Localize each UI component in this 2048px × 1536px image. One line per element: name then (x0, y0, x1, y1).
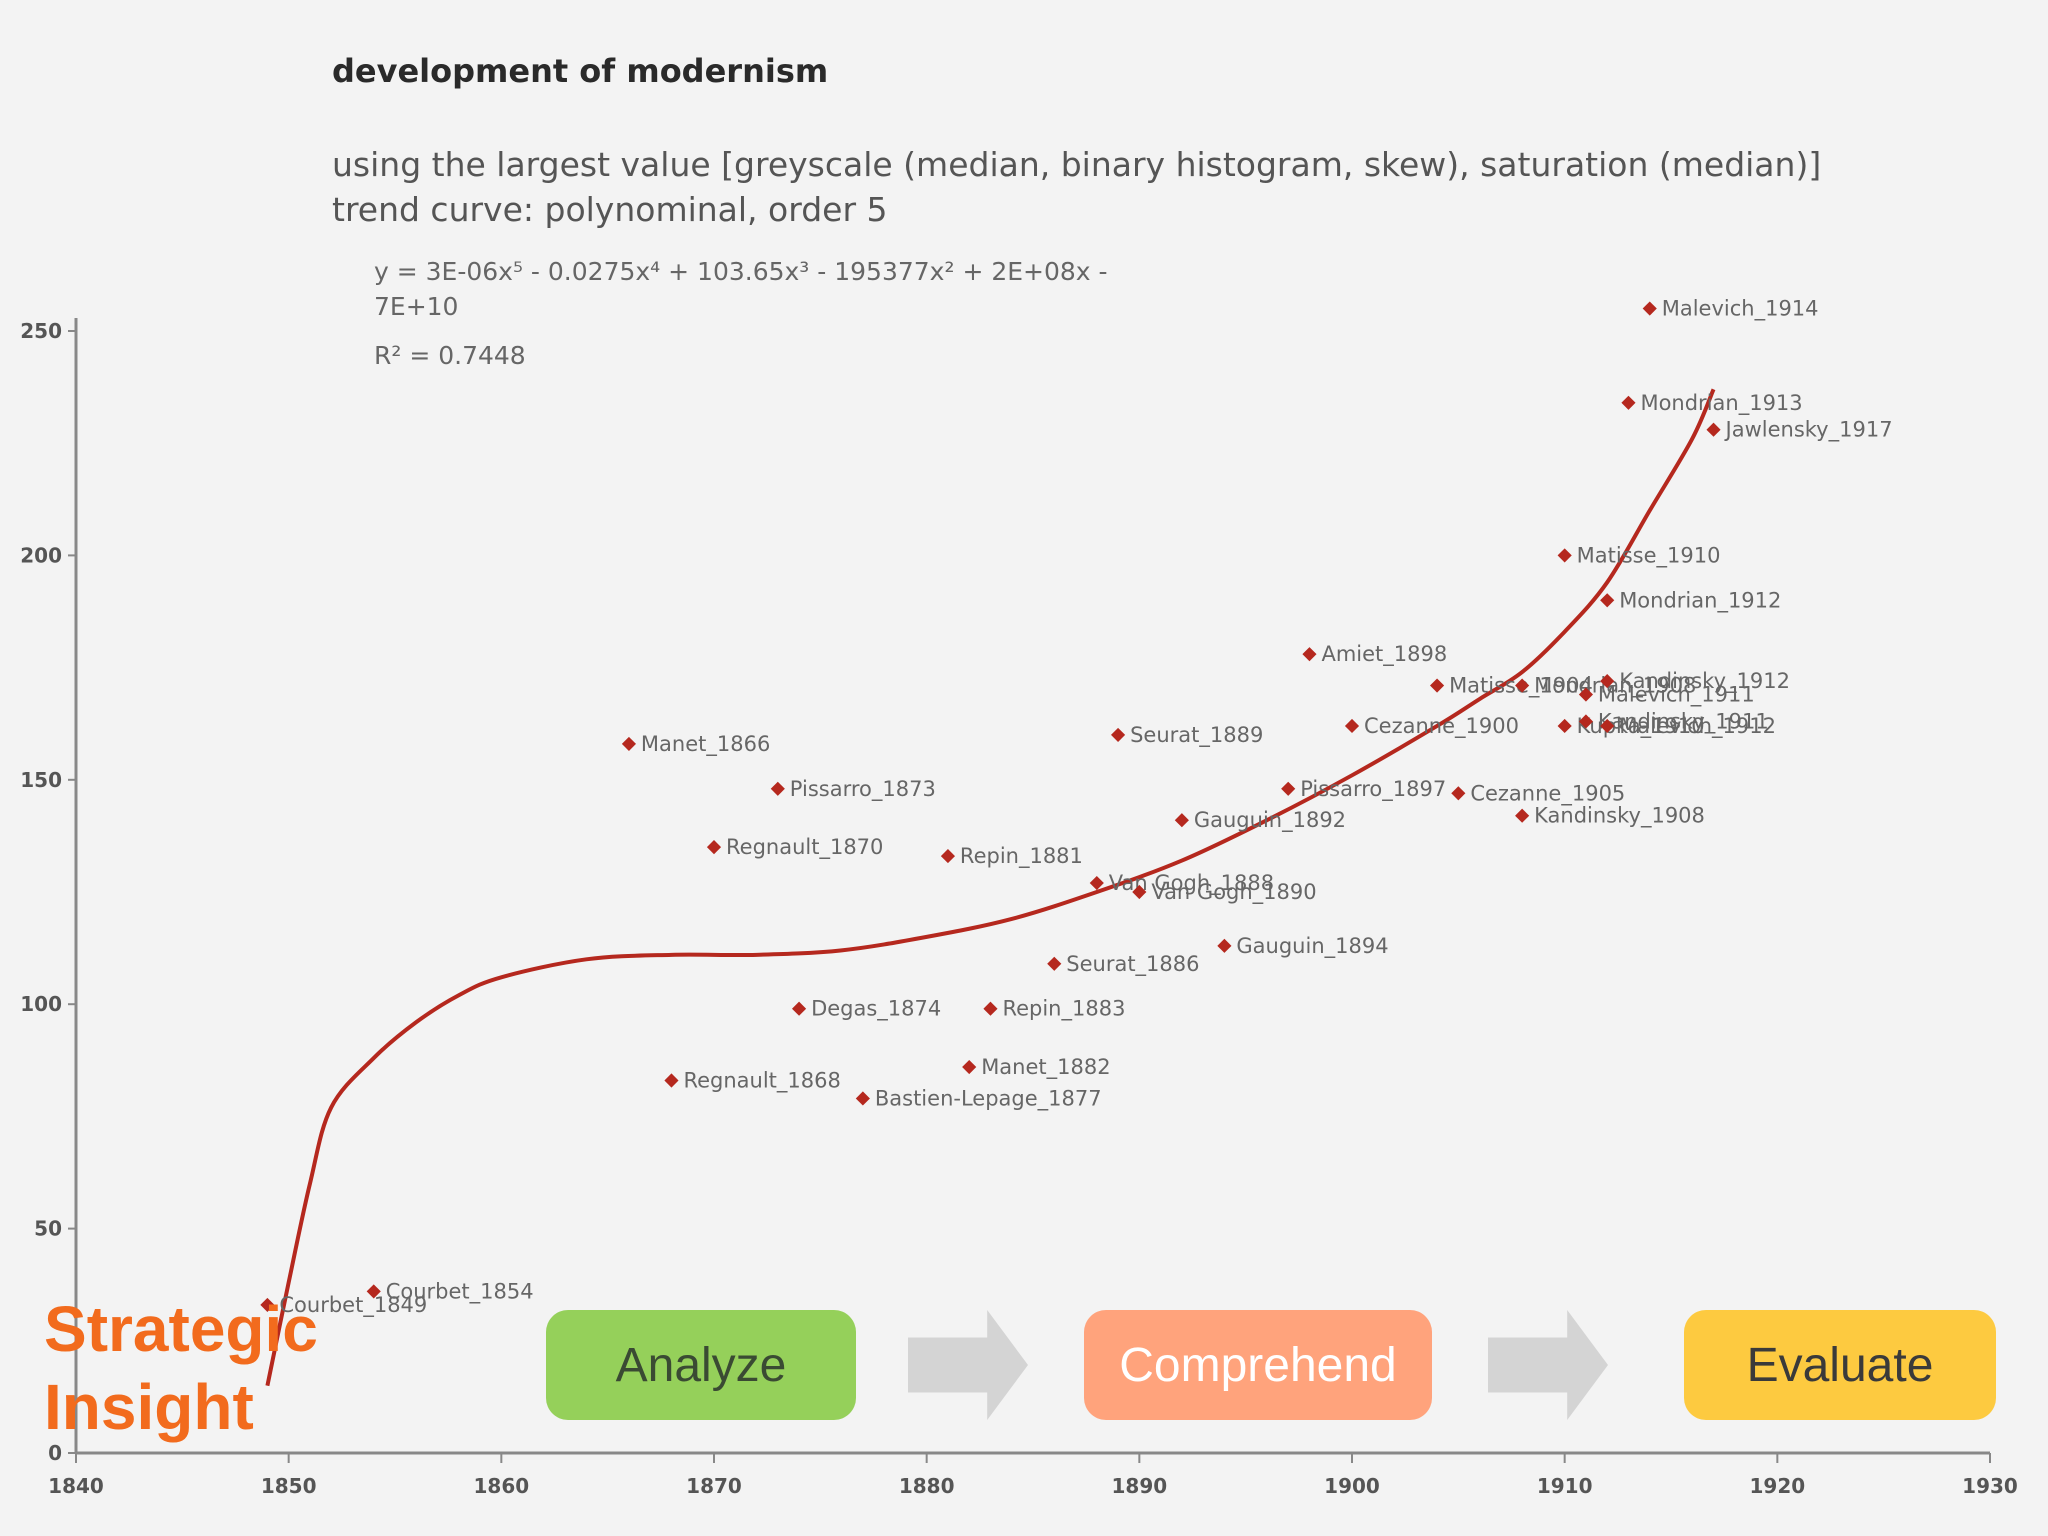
data-point-label: Courbet_1849 (279, 1293, 427, 1318)
data-point-label: Degas_1874 (811, 997, 941, 1022)
data-point-marker (1174, 813, 1189, 828)
data-point-marker (706, 840, 722, 855)
data-point-marker (1451, 786, 1466, 801)
data-point-label: Malevich_1911 (1598, 683, 1755, 708)
data-point-label: Mondrian_1908 (1534, 674, 1696, 699)
x-tick-label: 1870 (686, 1474, 742, 1498)
y-tick-label: 200 (20, 543, 62, 567)
y-tick-label: 250 (20, 319, 62, 343)
data-point-marker (1557, 718, 1572, 734)
title-line-2: Insight (44, 1371, 254, 1443)
data-point-marker (983, 1001, 998, 1016)
data-point-label: Kandinsky_1912 (1619, 669, 1790, 694)
data-point-label: Malevich_1914 (1662, 297, 1819, 322)
data-point-marker (1600, 673, 1615, 689)
x-tick-label: 1860 (473, 1474, 529, 1498)
data-point-marker (1600, 718, 1615, 734)
data-point-label: Manet_1882 (981, 1055, 1110, 1080)
data-point-label: Cezanne_1905 (1470, 781, 1625, 806)
data-point-label: Kandinsky_1911 (1598, 709, 1769, 734)
data-point-label: Seurat_1886 (1066, 952, 1199, 977)
chart-title: development of modernism (332, 52, 828, 90)
trend-equation-line-1: y = 3E-06x⁵ - 0.0275x⁴ + 103.65x³ - 1953… (374, 257, 1108, 286)
x-tick-label: 1920 (1749, 1474, 1805, 1498)
data-point-marker (1515, 678, 1530, 693)
data-point-marker (962, 1059, 977, 1075)
data-point-marker (1089, 875, 1104, 891)
trend-equation-line-2: 7E+10 (374, 292, 458, 321)
data-point-label: Regnault_1870 (726, 835, 883, 860)
y-axis-ticks: 0 50 100 150 200 250 (20, 319, 76, 1465)
data-point-label: Manet_1866 (641, 732, 770, 757)
r-squared-label: R² = 0.7448 (374, 341, 526, 370)
data-point-label: Jawlensky_1917 (1724, 418, 1893, 443)
data-point-label: Pissarro_1897 (1300, 777, 1446, 802)
data-point-marker (770, 781, 785, 796)
data-point-label: Courbet_1854 (386, 1279, 534, 1304)
data-point-label: Mondrian_1912 (1619, 588, 1781, 613)
data-point-label: Mondrian_1913 (1640, 391, 1802, 416)
x-tick-label: 1900 (1324, 1474, 1380, 1498)
data-point-marker (260, 1297, 275, 1312)
data-point-label: Cezanne_1900 (1364, 714, 1519, 739)
data-point-label: Bastien-Lepage_1877 (875, 1086, 1102, 1111)
data-point-marker (1621, 395, 1636, 410)
y-tick-label: 0 (48, 1441, 62, 1465)
trend-curve (265, 388, 1716, 1387)
data-point-label: Amiet_1898 (1321, 642, 1447, 667)
chart-subtitle-line-1: using the largest value [greyscale (medi… (332, 145, 1821, 184)
data-point-label: Gauguin_1894 (1236, 934, 1388, 959)
data-point-marker (621, 736, 637, 751)
data-point-marker (1578, 714, 1594, 729)
strategic-insight-title: Strategic Insight (44, 1290, 318, 1446)
data-point-marker (1515, 808, 1530, 823)
x-tick-label: 1910 (1537, 1474, 1593, 1498)
data-point-marker (664, 1073, 679, 1088)
data-point-label: Kupka_1910 (1577, 714, 1705, 739)
data-point-marker (1429, 678, 1445, 693)
data-point-marker (1110, 727, 1126, 742)
x-tick-label: 1930 (1962, 1474, 2018, 1498)
data-point-label: Pissarro_1873 (790, 777, 936, 802)
title-line-1: Strategic (44, 1293, 318, 1365)
data-point-marker (1600, 593, 1615, 608)
y-tick-label: 150 (20, 768, 62, 792)
data-point-marker (1578, 687, 1594, 702)
y-tick-label: 50 (34, 1217, 62, 1241)
data-point-label: Regnault_1868 (683, 1068, 840, 1093)
chart-subtitle-line-2: trend curve: polynominal, order 5 (332, 190, 888, 229)
data-point-label: Van Gogh_1890 (1151, 880, 1316, 905)
comprehend-step[interactable]: Comprehend (1084, 1310, 1432, 1420)
data-point-label: Gauguin_1892 (1194, 808, 1346, 833)
y-tick-label: 100 (20, 992, 62, 1016)
data-point-label: Malevich_1912 (1619, 714, 1776, 739)
x-tick-label: 1840 (48, 1474, 104, 1498)
data-point-marker (855, 1091, 870, 1106)
data-point-marker (1132, 884, 1147, 900)
data-point-marker (791, 1001, 807, 1016)
data-point-marker (940, 849, 956, 864)
data-point-label: Kandinsky_1908 (1534, 804, 1705, 829)
data-point-marker (1047, 956, 1062, 971)
data-point-marker (1217, 938, 1232, 953)
x-tick-label: 1880 (899, 1474, 955, 1498)
data-point-label: Repin_1881 (960, 844, 1083, 869)
evaluate-step[interactable]: Evaluate (1684, 1310, 1996, 1420)
data-point-marker (1344, 718, 1360, 734)
x-tick-label: 1850 (261, 1474, 317, 1498)
data-point-marker (366, 1284, 381, 1299)
data-point-marker (1706, 422, 1721, 437)
x-tick-label: 1890 (1111, 1474, 1167, 1498)
data-point-marker (1642, 301, 1657, 316)
data-point-marker (1281, 781, 1296, 796)
data-point-label: Seurat_1889 (1130, 723, 1263, 748)
analyze-step[interactable]: Analyze (546, 1310, 856, 1420)
data-point-label: Matisse_1910 (1577, 543, 1721, 568)
x-axis-ticks: 1840 1850 1860 1870 1880 1890 1900 1910 1920 1930 (48, 1453, 2018, 1498)
data-point-marker (1302, 647, 1317, 662)
data-point-marker (1557, 548, 1572, 563)
data-point-label: Repin_1883 (1002, 997, 1125, 1022)
